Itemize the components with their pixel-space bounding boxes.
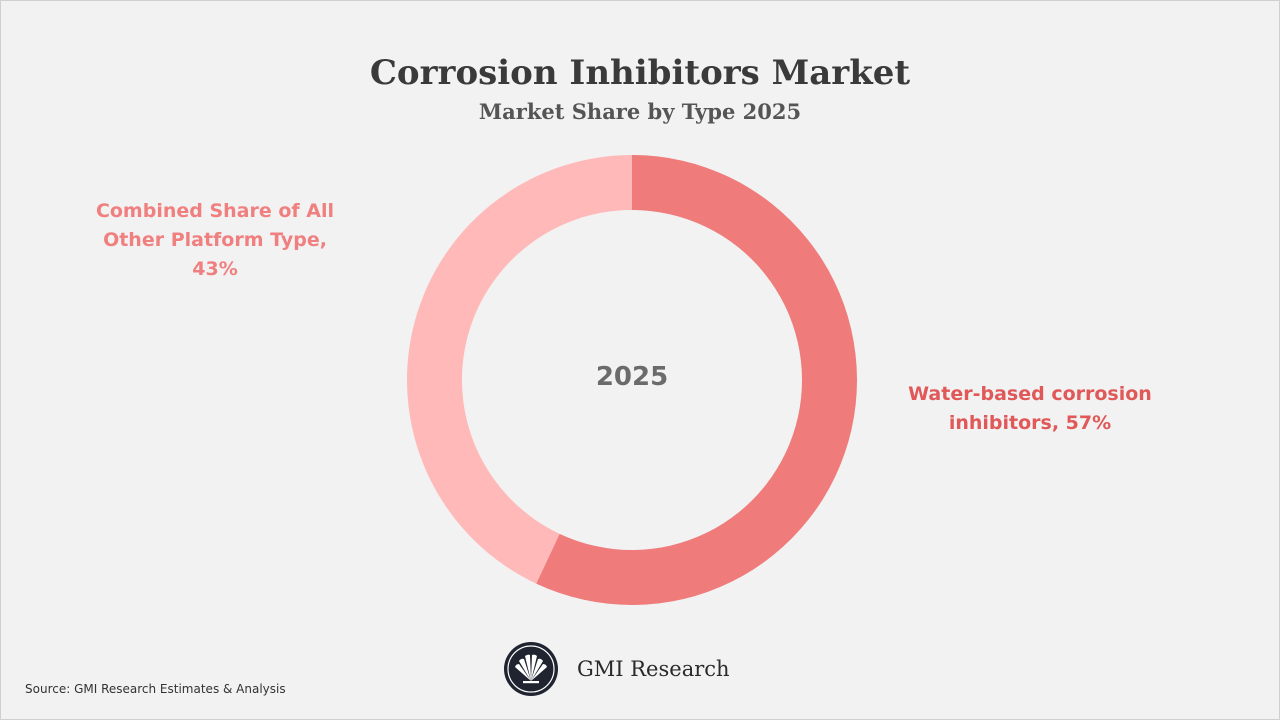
chart-subtitle: Market Share by Type 2025 bbox=[478, 99, 802, 124]
brand-name: GMI Research bbox=[577, 657, 730, 681]
gmi-research-fan-logo-icon bbox=[504, 642, 558, 696]
data-label-water-based: Water-based corrosion inhibitors, 57% bbox=[908, 383, 1152, 434]
donut-slice-0 bbox=[536, 155, 857, 605]
chart-title: Corrosion Inhibitors Market bbox=[369, 53, 911, 93]
donut-slice-1 bbox=[407, 155, 632, 584]
donut-center-label: 2025 bbox=[596, 362, 668, 392]
source-note: Source: GMI Research Estimates & Analysi… bbox=[25, 682, 286, 696]
donut-slices bbox=[407, 155, 857, 605]
data-label-other-types: Combined Share of All Other Platform Typ… bbox=[95, 200, 335, 280]
